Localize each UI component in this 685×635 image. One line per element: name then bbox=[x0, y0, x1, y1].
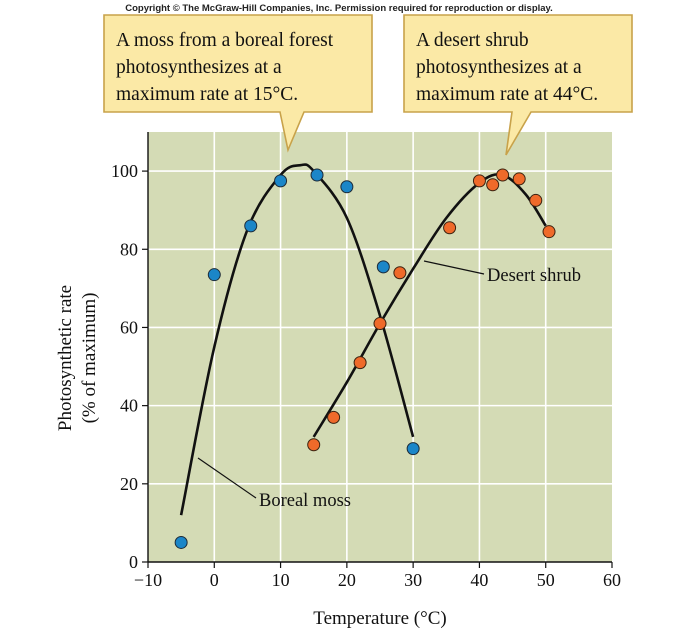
boreal-moss-leader-line bbox=[197, 457, 257, 499]
boreal-moss-point bbox=[340, 180, 354, 194]
desert-shrub-point bbox=[529, 193, 543, 207]
callout-right-line-1: A desert shrub bbox=[416, 30, 529, 51]
callout-right: A desert shrub photosynthesizes at a max… bbox=[403, 14, 633, 156]
boreal-moss-curve bbox=[179, 163, 415, 516]
copyright-notice: Copyright © The McGraw-Hill Companies, I… bbox=[125, 3, 553, 14]
callout-right-box bbox=[403, 14, 633, 156]
plot-area bbox=[148, 132, 612, 562]
boreal-moss-point bbox=[376, 260, 390, 274]
x-tick-label: 40 bbox=[470, 570, 488, 590]
data-points bbox=[174, 168, 556, 549]
callout-left-line-3: maximum rate at 15°C. bbox=[116, 84, 298, 105]
y-axis-title: Photosynthetic rate (% of maximum) bbox=[55, 285, 100, 431]
desert-shrub-point bbox=[512, 172, 526, 186]
boreal-moss-point bbox=[207, 268, 221, 282]
desert-shrub-point bbox=[373, 317, 387, 331]
boreal-moss-point bbox=[244, 219, 258, 233]
desert-shrub-point bbox=[443, 221, 457, 235]
x-tick-label: 10 bbox=[272, 570, 290, 590]
callout-left-line-2: photosynthesizes at a bbox=[116, 57, 282, 78]
y-axis-title-line-1: Photosynthetic rate bbox=[55, 285, 76, 431]
y-tick-label: 80 bbox=[120, 239, 138, 259]
desert-shrub-label: Desert shrub bbox=[487, 266, 581, 286]
desert-shrub-point bbox=[486, 178, 500, 192]
x-axis-title: Temperature (°C) bbox=[313, 608, 446, 629]
x-tick-label: 60 bbox=[603, 570, 621, 590]
boreal-moss-label: Boreal moss bbox=[259, 491, 351, 511]
callout-left: A moss from a boreal forest photosynthes… bbox=[103, 14, 373, 153]
y-tick-label: 60 bbox=[120, 317, 138, 337]
desert-shrub-point bbox=[472, 174, 486, 188]
callout-right-line-2: photosynthesizes at a bbox=[416, 57, 582, 78]
desert-shrub-point bbox=[542, 225, 556, 239]
boreal-moss-point bbox=[406, 442, 420, 456]
callout-right-line-3: maximum rate at 44°C. bbox=[416, 84, 598, 105]
y-tick-label: 40 bbox=[120, 396, 138, 416]
y-tick-label: 100 bbox=[111, 161, 138, 181]
x-tick-label: 0 bbox=[210, 570, 219, 590]
desert-shrub-point bbox=[393, 266, 407, 280]
boreal-moss-point bbox=[174, 535, 188, 549]
desert-shrub-point bbox=[496, 168, 510, 182]
boreal-moss-point bbox=[274, 174, 288, 188]
boreal-moss-point bbox=[310, 168, 324, 182]
axes bbox=[147, 132, 612, 563]
desert-shrub-leader-line bbox=[423, 260, 485, 275]
y-axis-title-line-2: (% of maximum) bbox=[79, 293, 100, 424]
y-tick-label: 0 bbox=[129, 552, 138, 572]
desert-shrub-point bbox=[307, 438, 321, 452]
x-tick-label: 50 bbox=[537, 570, 555, 590]
desert-shrub-point bbox=[353, 356, 367, 370]
x-tick-label: 30 bbox=[404, 570, 422, 590]
callout-left-line-1: A moss from a boreal forest bbox=[116, 30, 334, 51]
x-tick-label: −10 bbox=[134, 570, 162, 590]
y-tick-label: 20 bbox=[120, 474, 138, 494]
callout-left-box bbox=[103, 14, 373, 153]
x-tick-label: 20 bbox=[338, 570, 356, 590]
desert-shrub-point bbox=[327, 410, 341, 424]
